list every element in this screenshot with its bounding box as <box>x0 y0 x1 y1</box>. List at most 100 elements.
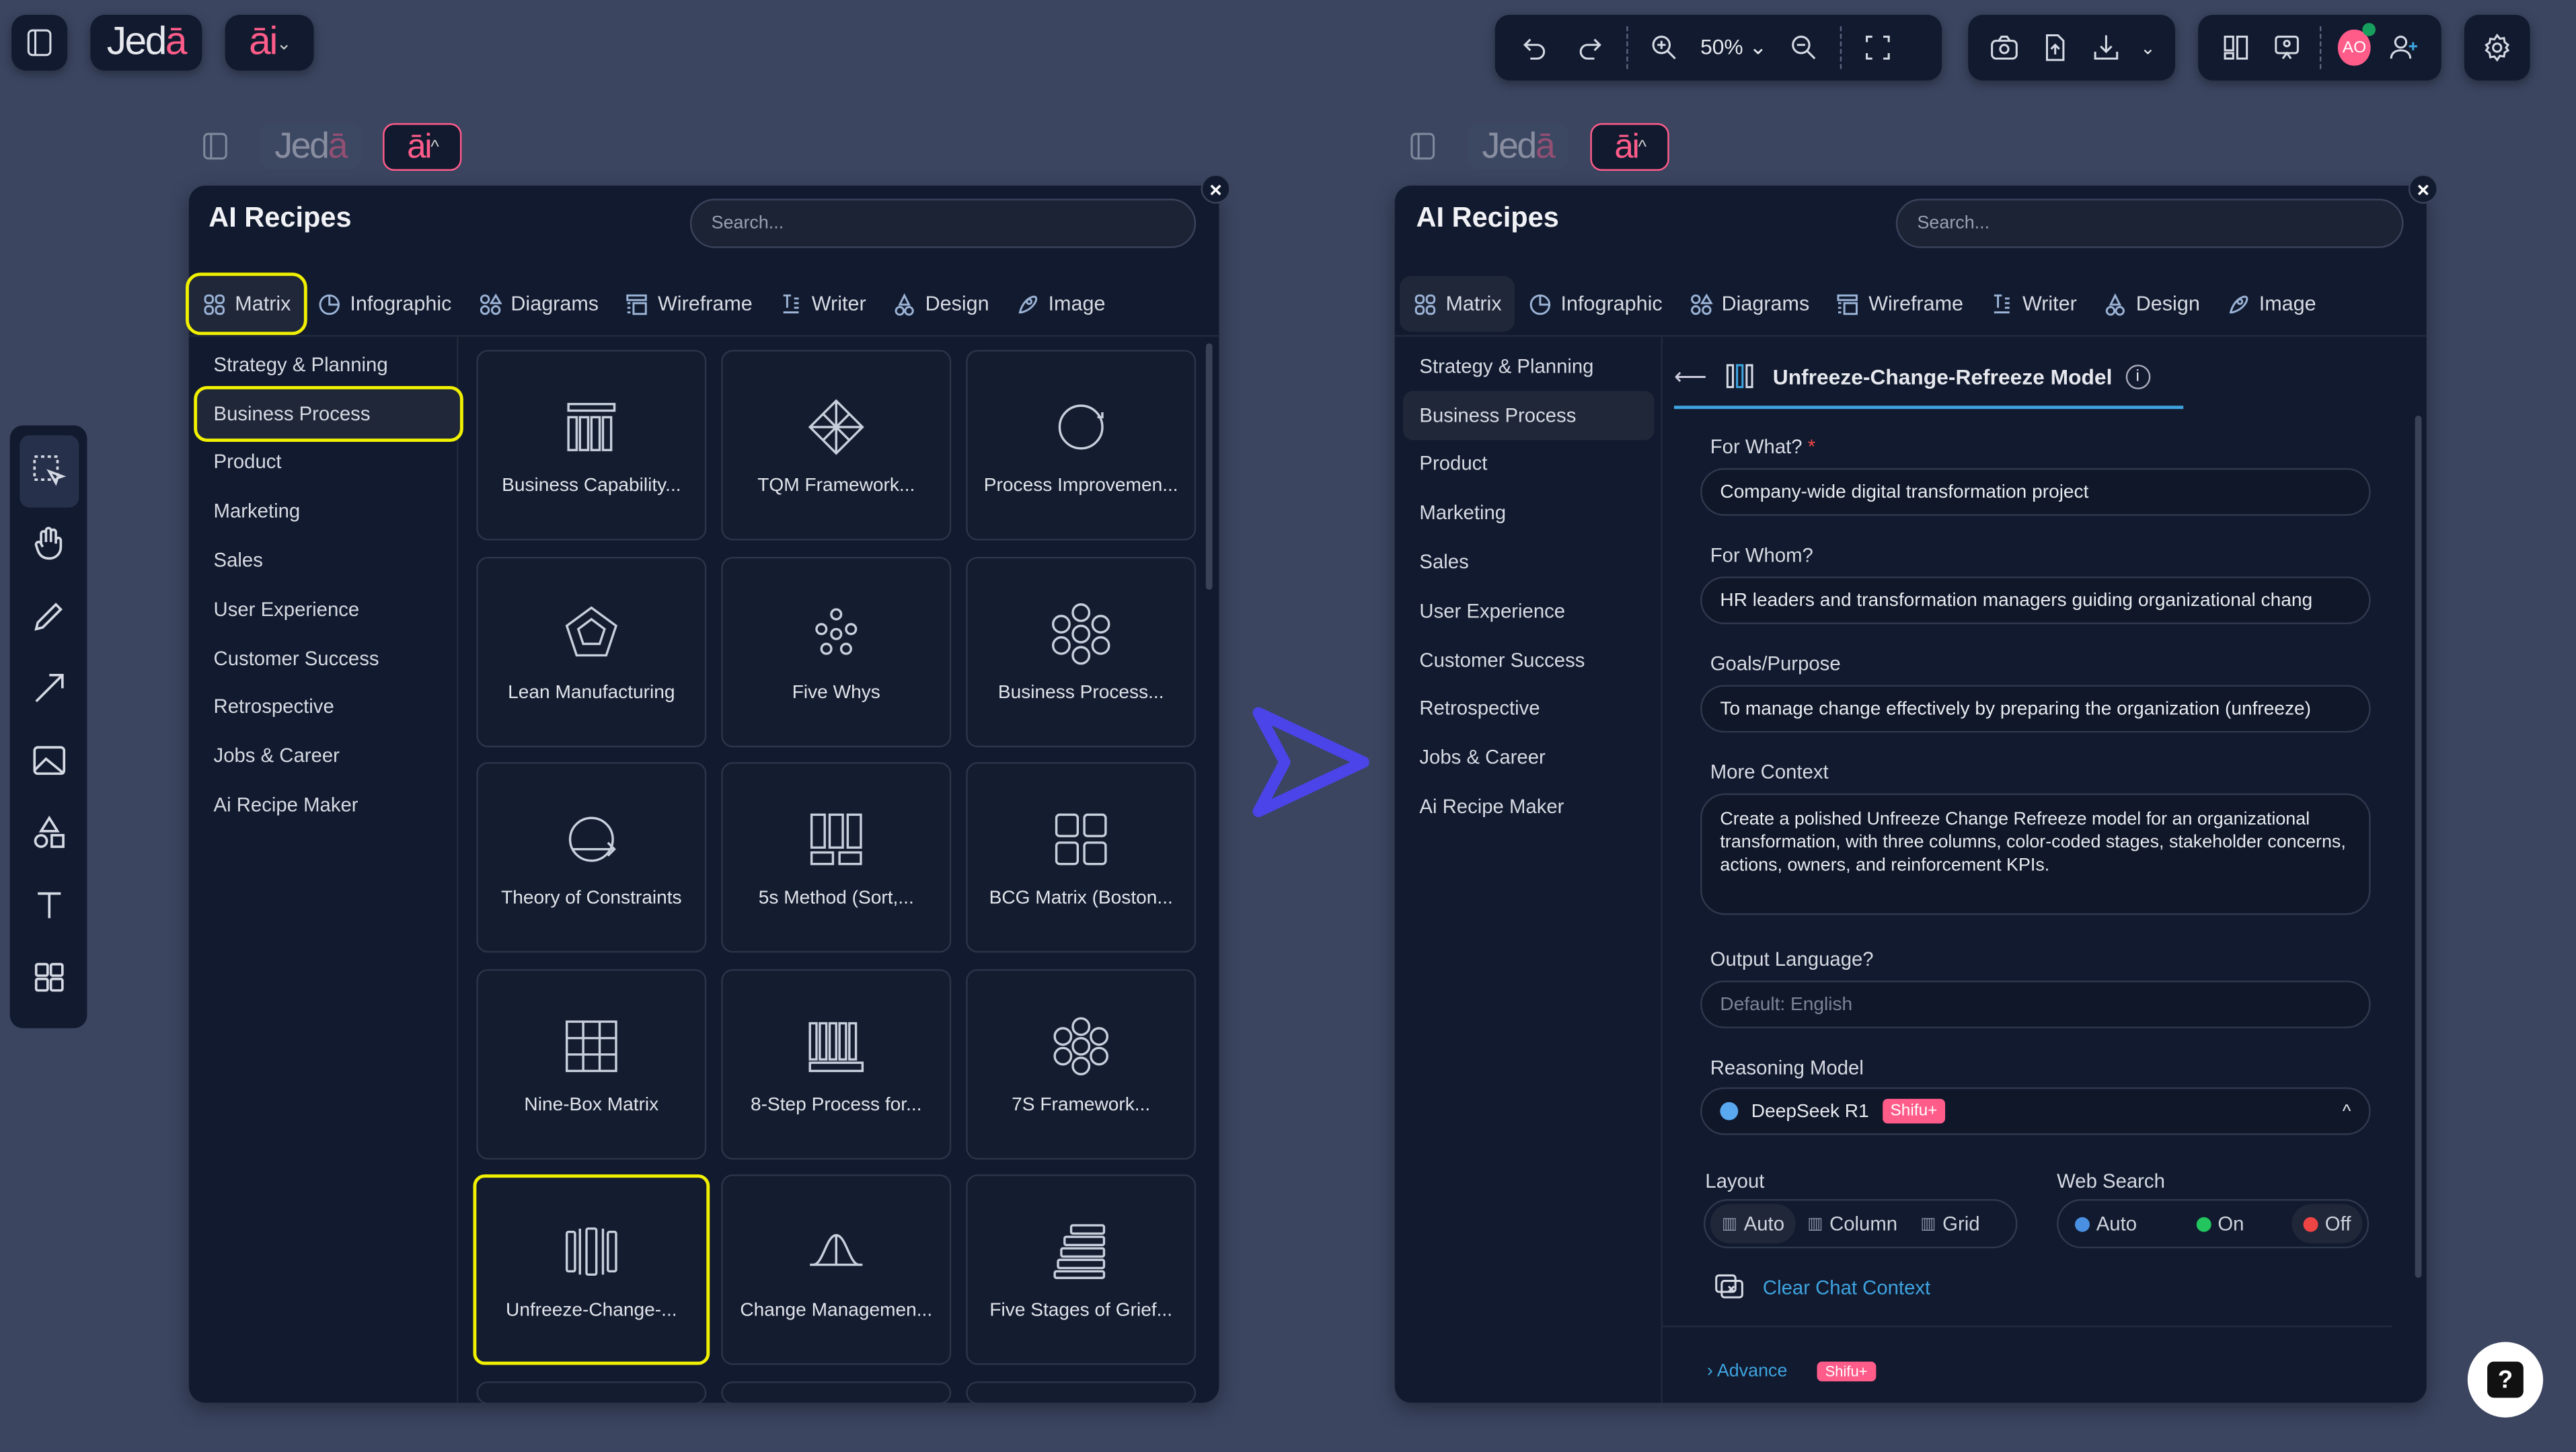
chevron-down-icon[interactable]: ⌄ <box>2140 38 2156 59</box>
tab-writer[interactable]: Writer <box>1977 276 2090 332</box>
info-icon[interactable]: i <box>2125 363 2150 389</box>
jeda-logo[interactable]: Jed ā <box>90 14 202 71</box>
tab-design[interactable]: Design <box>879 276 1002 332</box>
image-tool-icon[interactable] <box>19 724 78 796</box>
layout-option-column[interactable]: ▥ Column <box>1796 1204 1909 1244</box>
presentation-icon[interactable] <box>2269 28 2304 68</box>
layout-option-grid[interactable]: ▥ Grid <box>1909 1204 1991 1244</box>
tab-wireframe[interactable]: Wireframe <box>612 276 766 332</box>
tab-diagrams[interactable]: Diagrams <box>1675 276 1823 332</box>
tab-matrix[interactable]: Matrix <box>186 272 307 336</box>
tab-matrix[interactable]: Matrix <box>1400 276 1515 332</box>
recipe-card[interactable]: Business Capability... <box>476 350 707 541</box>
sidebar-item-product[interactable]: Product <box>213 451 282 474</box>
download-icon[interactable] <box>2090 28 2124 68</box>
web-search-option-auto[interactable]: Auto <box>2063 1204 2148 1244</box>
arrow-tool-icon[interactable] <box>19 652 78 724</box>
recipe-card[interactable] <box>966 1381 1197 1405</box>
tab-wireframe[interactable]: Wireframe <box>1823 276 1977 332</box>
sidebar-item-strategy-planning[interactable]: Strategy & Planning <box>1419 354 1594 378</box>
add-user-icon[interactable] <box>2387 28 2422 68</box>
clear-chat-context-button[interactable]: Clear Chat Context <box>1710 1268 1930 1307</box>
sidebar-item-jobs-career[interactable]: Jobs & Career <box>1419 746 1546 769</box>
shapes-tool-icon[interactable] <box>19 797 78 869</box>
sidebar-item-marketing[interactable]: Marketing <box>213 500 301 523</box>
avatar[interactable]: AO <box>2338 23 2376 66</box>
sidebar-item-sales[interactable]: Sales <box>213 548 263 572</box>
back-arrow-icon[interactable]: ⟵ <box>1674 362 1708 389</box>
sidebar-item-business-process[interactable]: Business Process <box>1402 390 1655 440</box>
tab-infographic[interactable]: Infographic <box>304 276 465 332</box>
sidebar-item-ai-recipe-maker[interactable]: Ai Recipe Maker <box>1419 795 1564 818</box>
sidebar-toggle-button[interactable] <box>11 14 68 71</box>
sidebar-item-customer-success[interactable]: Customer Success <box>213 646 379 670</box>
language-input[interactable]: Default: English <box>1700 981 2371 1028</box>
recipe-card[interactable]: BCG Matrix (Boston... <box>966 762 1197 953</box>
advance-section-toggle[interactable]: › Advance Shifu+ <box>1707 1357 1876 1386</box>
close-button[interactable]: × <box>2408 174 2438 204</box>
recipe-card[interactable]: Five Whys <box>721 556 952 748</box>
search-input[interactable]: Search... <box>1895 198 2404 248</box>
recipe-card[interactable]: Change Managemen... <box>721 1174 952 1365</box>
sidebar-item-ai-recipe-maker[interactable]: Ai Recipe Maker <box>213 793 358 816</box>
recipe-card[interactable]: TQM Framework... <box>721 350 952 541</box>
tab-image[interactable]: Image <box>2213 276 2329 332</box>
camera-icon[interactable] <box>1988 28 2022 68</box>
sidebar-item-jobs-career[interactable]: Jobs & Career <box>213 744 340 768</box>
zoom-level-dropdown[interactable]: 50% ⌄ <box>1700 34 1768 59</box>
recipe-card[interactable]: Five Stages of Grief... <box>966 1174 1197 1365</box>
sidebar-item-sales[interactable]: Sales <box>1419 550 1469 574</box>
sidebar-item-user-experience[interactable]: User Experience <box>213 597 360 621</box>
help-button[interactable]: ? <box>2467 1342 2544 1418</box>
zoom-in-icon[interactable] <box>1644 28 1684 68</box>
scrollbar[interactable] <box>1205 343 1213 590</box>
recipe-card[interactable]: Nine-Box Matrix <box>476 968 707 1160</box>
web-search-option-on[interactable]: On <box>2185 1204 2256 1244</box>
recipe-card[interactable] <box>476 1381 707 1405</box>
sidebar-item-customer-success[interactable]: Customer Success <box>1419 648 1585 672</box>
sidebar-item-marketing[interactable]: Marketing <box>1419 501 1507 525</box>
upload-file-icon[interactable] <box>2039 28 2073 68</box>
recipe-card[interactable]: Lean Manufacturing <box>476 556 707 748</box>
recipe-card[interactable]: Business Process... <box>966 556 1197 748</box>
recipe-card[interactable]: Process Improvemen... <box>966 350 1197 541</box>
pencil-tool-icon[interactable] <box>19 580 78 652</box>
sidebar-item-product[interactable]: Product <box>1419 452 1488 476</box>
tab-infographic[interactable]: Infographic <box>1515 276 1675 332</box>
fullscreen-icon[interactable] <box>1857 28 1897 68</box>
ai-menu-button-open[interactable]: āi ^ <box>1590 123 1669 171</box>
tab-design[interactable]: Design <box>2090 276 2213 332</box>
ai-menu-button[interactable]: āi ⌄ <box>225 14 314 71</box>
zoom-out-icon[interactable] <box>1784 28 1823 68</box>
recipe-card[interactable]: Unfreeze-Change-... <box>473 1174 710 1365</box>
sidebar-item-retrospective[interactable]: Retrospective <box>213 695 334 719</box>
web-search-option-off[interactable]: Off <box>2291 1204 2363 1244</box>
recipe-card[interactable]: Theory of Constraints <box>476 762 707 953</box>
goals-input[interactable]: To manage change effectively by preparin… <box>1700 685 2371 733</box>
model-select[interactable]: DeepSeek R1 Shifu+ ^ <box>1700 1087 2371 1135</box>
layout-option-auto[interactable]: ▥ Auto <box>1710 1204 1796 1244</box>
undo-icon[interactable] <box>1515 28 1554 68</box>
tab-writer[interactable]: Writer <box>765 276 879 332</box>
context-textarea[interactable]: Create a polished Unfreeze Change Refree… <box>1700 793 2371 915</box>
sidebar-item-business-process[interactable]: Business Process <box>194 385 463 441</box>
layout-icon[interactable] <box>2218 28 2253 68</box>
for-what-input[interactable]: Company-wide digital transformation proj… <box>1700 468 2371 516</box>
close-button[interactable]: × <box>1201 174 1231 204</box>
scrollbar[interactable] <box>2415 415 2422 1278</box>
for-whom-input[interactable]: HR leaders and transformation managers g… <box>1700 576 2371 625</box>
recipe-card[interactable]: 8-Step Process for... <box>721 968 952 1160</box>
hand-tool-icon[interactable] <box>19 508 78 580</box>
sidebar-item-strategy-planning[interactable]: Strategy & Planning <box>213 352 388 377</box>
redo-icon[interactable] <box>1570 28 1610 68</box>
settings-button[interactable] <box>2464 14 2530 81</box>
recipe-card[interactable] <box>721 1381 952 1405</box>
recipe-card[interactable]: 5s Method (Sort,... <box>721 762 952 953</box>
tab-diagrams[interactable]: Diagrams <box>465 276 612 332</box>
ai-menu-button-open[interactable]: āi ^ <box>383 123 462 171</box>
components-tool-icon[interactable] <box>19 941 78 1013</box>
select-tool-icon[interactable] <box>19 435 79 508</box>
text-tool-icon[interactable] <box>19 869 78 941</box>
sidebar-item-retrospective[interactable]: Retrospective <box>1419 697 1540 720</box>
search-input[interactable]: Search... <box>689 198 1197 248</box>
